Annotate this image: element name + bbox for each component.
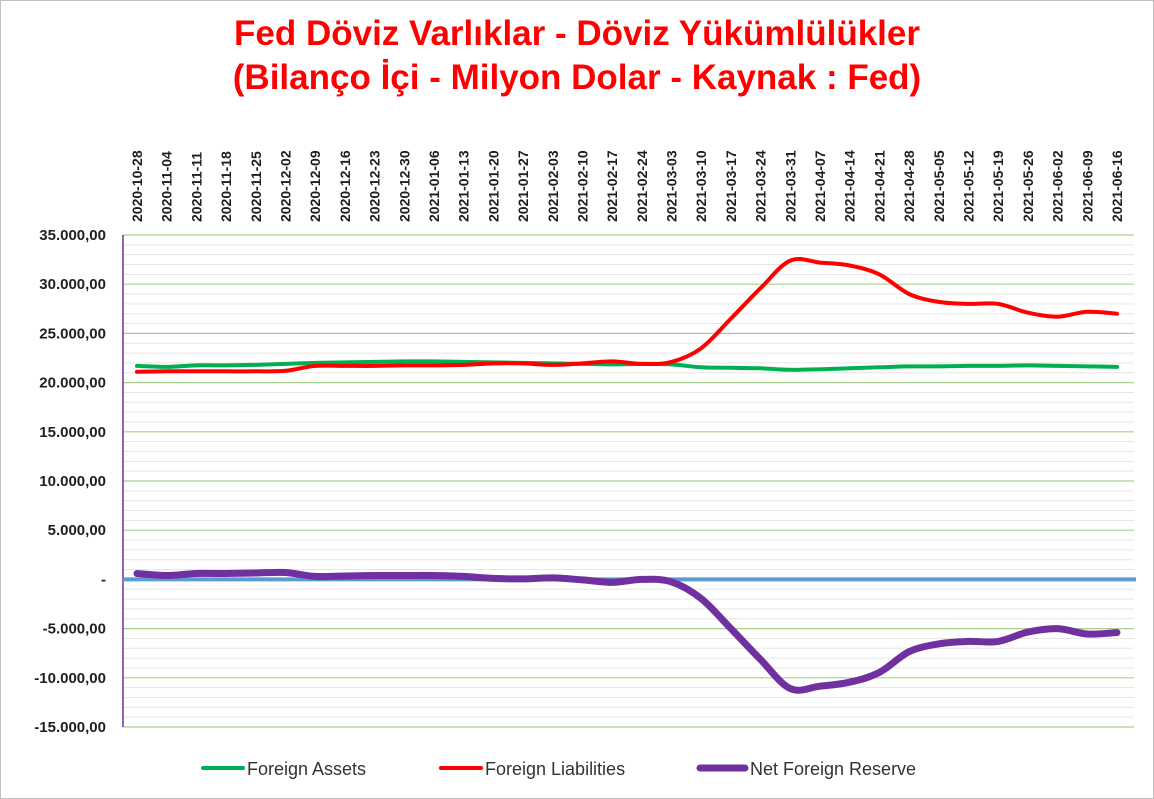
y-axis: -15.000,00-10.000,00-5.000,00-5.000,0010… <box>34 227 124 736</box>
foreign-liabilities-line <box>135 256 1119 374</box>
net-foreign-reserve-line <box>133 568 1121 694</box>
x-tick-label: 2021-06-09 <box>1079 150 1095 222</box>
x-tick-label: 2020-12-09 <box>307 150 323 222</box>
x-tick-label: 2020-12-23 <box>367 150 383 222</box>
x-tick-label: 2020-11-04 <box>159 151 175 222</box>
x-tick-label: 2021-04-28 <box>901 150 917 222</box>
chart-title: Fed Döviz Varlıklar - Döviz Yükümlülükle… <box>234 14 920 53</box>
y-tick-label: 30.000,00 <box>39 276 106 293</box>
x-tick-label: 2021-01-06 <box>426 150 442 222</box>
y-tick-label: - <box>101 571 106 588</box>
x-tick-label: 2021-06-02 <box>1050 150 1066 222</box>
x-tick-label: 2021-02-17 <box>604 150 620 222</box>
x-tick-label: 2021-04-14 <box>842 150 858 222</box>
y-tick-label: 5.000,00 <box>48 522 106 539</box>
x-tick-label: 2021-01-20 <box>485 150 501 222</box>
x-tick-label: 2021-02-24 <box>634 150 650 222</box>
chart-title-block: Fed Döviz Varlıklar - Döviz Yükümlülükle… <box>0 12 1154 100</box>
x-tick-label: 2021-03-31 <box>782 150 798 222</box>
gridlines <box>123 234 1134 728</box>
legend-label: Foreign Assets <box>247 759 366 779</box>
y-tick-label: 15.000,00 <box>39 424 106 441</box>
x-tick-label: 2021-06-16 <box>1109 150 1125 222</box>
x-tick-label: 2020-12-16 <box>337 150 353 222</box>
y-tick-label: 25.000,00 <box>39 325 106 342</box>
x-tick-label: 2021-05-05 <box>931 150 947 222</box>
y-tick-label: -10.000,00 <box>34 670 106 687</box>
legend: Foreign Assets Foreign Liabilities Net For… <box>201 759 916 779</box>
y-tick-label: 35.000,00 <box>39 227 106 244</box>
x-axis: 2020-10-28 2020-11-04 2020-11-11 2020-11-18… <box>129 150 1125 222</box>
x-tick-label: 2021-04-21 <box>871 150 887 222</box>
x-tick-label: 2021-03-17 <box>723 150 739 222</box>
x-tick-label: 2021-05-12 <box>961 150 977 222</box>
y-tick-label: 10.000,00 <box>39 473 106 490</box>
x-tick-label: 2021-03-10 <box>693 150 709 222</box>
x-tick-label: 2021-01-13 <box>456 150 472 222</box>
x-tick-label: 2021-03-24 <box>753 150 769 222</box>
x-tick-label: 2021-02-03 <box>545 150 561 222</box>
legend-label: Net Foreign Reserve <box>750 759 916 779</box>
x-tick-label: 2020-10-28 <box>129 150 145 222</box>
y-tick-label: -15.000,00 <box>34 719 106 736</box>
y-tick-label: 20.000,00 <box>39 375 106 392</box>
x-tick-label: 2020-12-30 <box>396 150 412 222</box>
x-tick-label: 2021-01-27 <box>515 150 531 222</box>
x-tick-label: 2020-11-11 <box>188 152 204 222</box>
series-lines <box>133 256 1121 694</box>
x-tick-label: 2020-11-18 <box>218 151 234 222</box>
legend-label: Foreign Liabilities <box>485 759 625 779</box>
x-tick-label: 2021-04-07 <box>812 150 828 222</box>
x-tick-label: 2021-05-26 <box>1020 150 1036 222</box>
y-tick-label: -5.000,00 <box>43 621 106 638</box>
x-tick-label: 2020-12-02 <box>277 150 293 222</box>
x-tick-label: 2021-05-19 <box>990 150 1006 222</box>
chart-subtitle: (Bilanço İçi - Milyon Dolar - Kaynak : F… <box>232 58 922 97</box>
x-tick-label: 2021-02-10 <box>574 150 590 222</box>
x-tick-label: 2021-03-03 <box>664 150 680 222</box>
x-tick-label: 2020-11-25 <box>248 151 264 222</box>
